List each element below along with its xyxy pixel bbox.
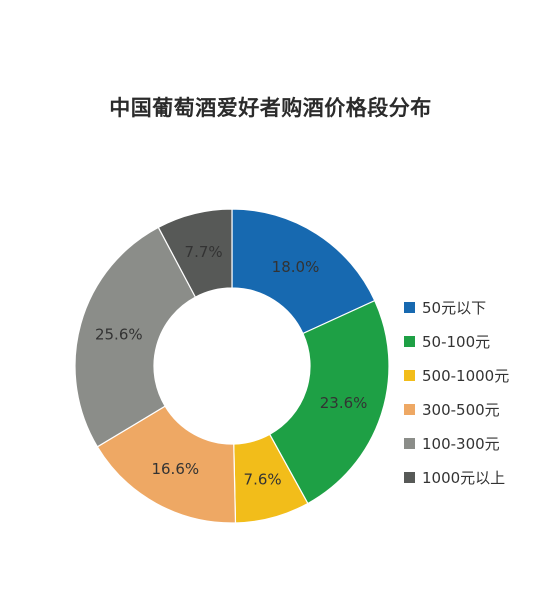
- chart-title: 中国葡萄酒爱好者购酒价格段分布: [109, 96, 432, 120]
- legend-item: 50元以下: [404, 290, 509, 324]
- donut-slice: [157, 208, 233, 298]
- slice-value-label: 16.6%: [151, 460, 199, 478]
- legend-item: 300-500元: [404, 392, 509, 426]
- legend-swatch: [404, 301, 415, 313]
- legend-swatch: [404, 437, 415, 449]
- legend-item: 1000元以上: [404, 460, 509, 494]
- legend-label: 100-300元: [422, 434, 500, 453]
- donut-slice: [231, 208, 376, 335]
- legend-swatch: [404, 335, 415, 347]
- legend-item: 500-1000元: [404, 358, 509, 392]
- slice-value-label: 23.6%: [320, 394, 368, 412]
- legend-item: 100-300元: [404, 426, 509, 460]
- legend-label: 1000元以上: [422, 468, 506, 487]
- slice-value-label: 18.0%: [272, 258, 320, 276]
- legend-swatch: [404, 471, 415, 483]
- slice-value-label: 25.6%: [95, 326, 143, 344]
- legend-label: 50元以下: [422, 298, 487, 317]
- legend-swatch: [404, 369, 415, 381]
- legend-label: 500-1000元: [422, 366, 510, 385]
- donut-slice: [268, 299, 390, 505]
- slice-value-label: 7.6%: [244, 471, 282, 489]
- legend-label: 300-500元: [422, 400, 500, 419]
- slice-value-label: 7.7%: [185, 243, 223, 261]
- legend-swatch: [404, 403, 415, 415]
- legend-label: 50-100元: [422, 332, 491, 351]
- chart-legend: 50元以下 50-100元 500-1000元 300-500元 100-300元 100…: [404, 290, 509, 494]
- legend-item: 50-100元: [404, 324, 509, 358]
- donut-slice: [74, 226, 197, 448]
